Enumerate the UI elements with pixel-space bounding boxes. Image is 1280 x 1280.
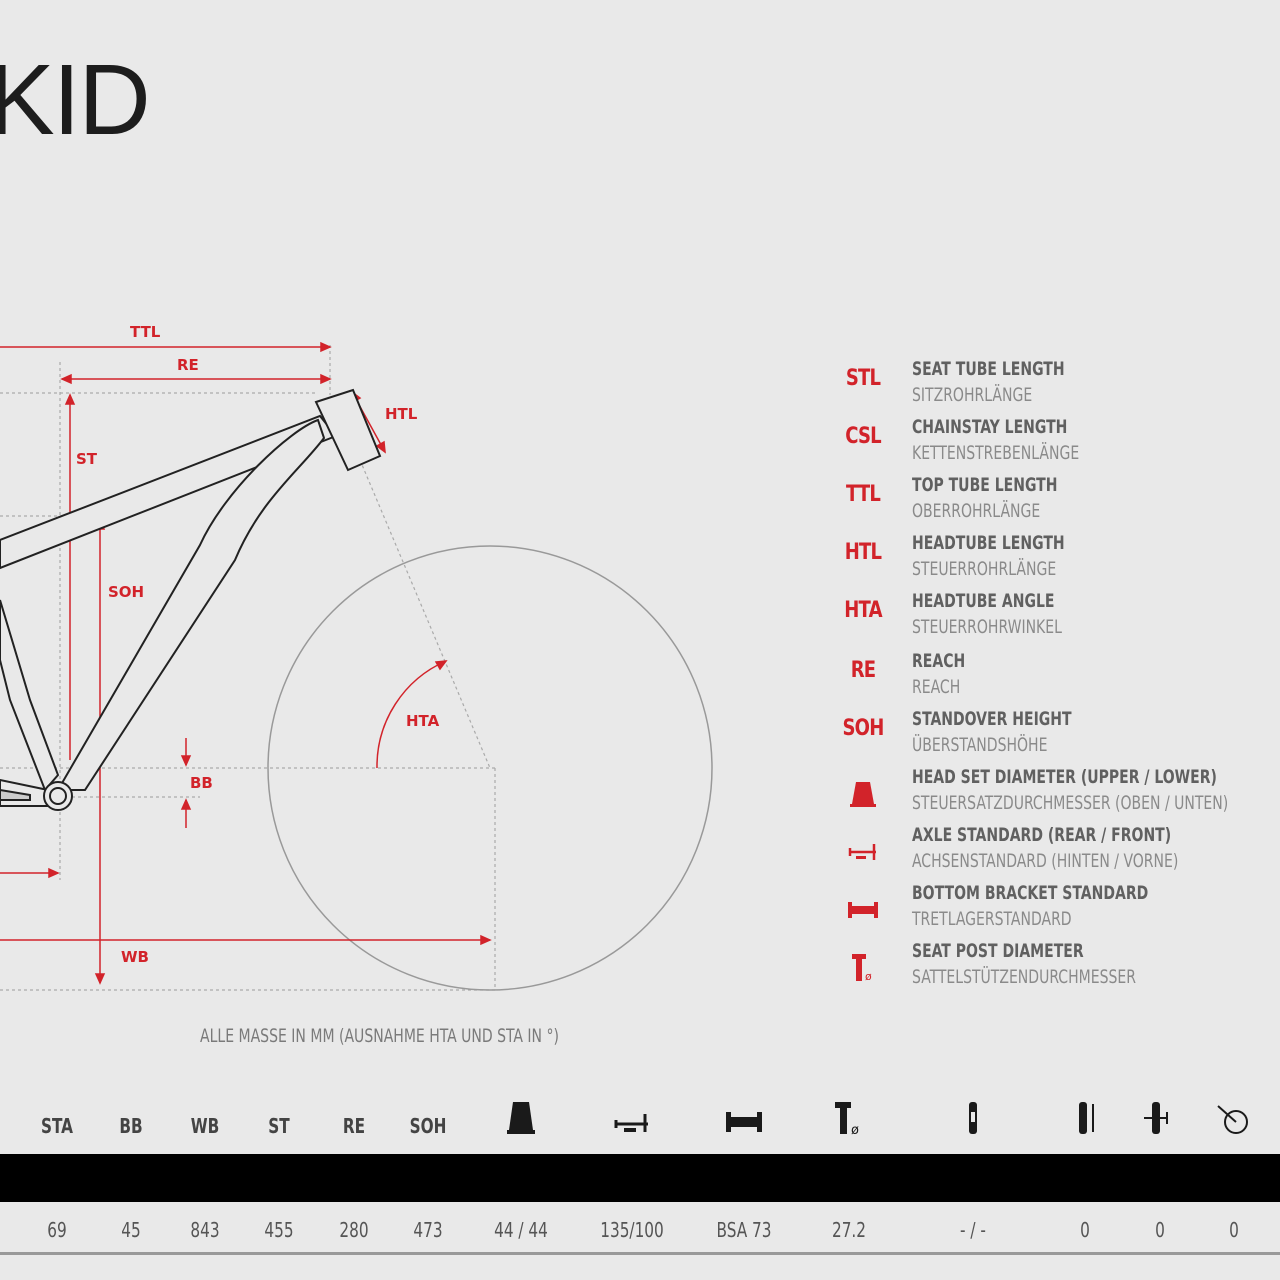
cell-re: 280 [339, 1218, 369, 1242]
legend-row-hta: HTA HEADTUBE ANGLE STEUERROHRWINKEL [832, 588, 1272, 646]
legend-row-headset: HEAD SET DIAMETER (UPPER / LOWER) STEUER… [832, 764, 1272, 822]
bottom-bracket-icon [726, 1112, 762, 1132]
legend-sub: OBERROHRLÄNGE [912, 500, 1041, 522]
legend-row-axle: AXLE STANDARD (REAR / FRONT) ACHSENSTAND… [832, 822, 1272, 880]
legend-row-stl: STL SEAT TUBE LENGTH SITZROHRLÄNGE [832, 356, 1272, 414]
fork-icon [969, 1102, 977, 1134]
col-st: ST [268, 1114, 290, 1138]
col-bb: BB [119, 1114, 143, 1138]
headset-icon [507, 1102, 535, 1134]
legend-name: CHAINSTAY LENGTH [912, 416, 1068, 438]
legend-code: TTL [845, 482, 881, 507]
col-sta: STA [41, 1114, 73, 1138]
axle-icon [848, 844, 876, 860]
legend-row-bb: BOTTOM BRACKET STANDARD TRETLAGERSTANDAR… [832, 880, 1272, 938]
cell-bb: 45 [121, 1218, 141, 1242]
col-soh: SOH [409, 1114, 447, 1138]
hta-label: HTA [406, 712, 440, 730]
legend-sub: SATTELSTÜTZENDURCHMESSER [912, 966, 1136, 988]
legend-sub: KETTENSTREBENLÄNGE [912, 442, 1080, 464]
legend-name: TOP TUBE LENGTH [912, 474, 1058, 496]
htl-label: HTL [385, 405, 418, 423]
legend-row-ttl: TTL TOP TUBE LENGTH OBERROHRLÄNGE [832, 472, 1272, 530]
cell-st: 455 [264, 1218, 294, 1242]
ttl-label: TTL [130, 323, 161, 341]
legend-code: HTA [844, 598, 882, 623]
legend-row-htl: HTL HEADTUBE LENGTH STEUERROHRLÄNGE [832, 530, 1272, 588]
cell-headset: 44 / 44 [494, 1218, 548, 1242]
wheel-size-icon [1217, 1105, 1248, 1134]
wb-label: WB [121, 948, 149, 966]
legend-name: HEADTUBE ANGLE [912, 590, 1055, 612]
legend-row-seatpost: ø SEAT POST DIAMETER SATTELSTÜTZENDURCHM… [832, 938, 1272, 996]
units-note: ALLE MASSE IN MM (AUSNAHME HTA UND STA I… [200, 1025, 559, 1047]
cell-rear-shock: 0 [1080, 1218, 1090, 1242]
st-label: ST [76, 450, 98, 468]
legend-name: STANDOVER HEIGHT [912, 708, 1072, 730]
legend-row-re: RE REACH REACH [832, 648, 1272, 706]
bb-label: BB [190, 774, 213, 792]
page-title: KID [0, 44, 151, 156]
axle-icon [614, 1114, 648, 1132]
legend-name: BOTTOM BRACKET STANDARD [912, 882, 1149, 904]
cell-axle: 135/100 [600, 1218, 664, 1242]
legend-sub: STEUERROHRWINKEL [912, 616, 1062, 638]
cell-wb: 843 [190, 1218, 220, 1242]
legend-name: AXLE STANDARD (REAR / FRONT) [912, 824, 1172, 846]
legend-sub: ÜBERSTANDSHÖHE [912, 734, 1048, 756]
cell-seatpost: 27.2 [831, 1218, 867, 1242]
legend-sub: SITZROHRLÄNGE [912, 384, 1033, 406]
legend-sub: ACHSENSTANDARD (HINTEN / VORNE) [912, 850, 1179, 872]
legend-name: HEADTUBE LENGTH [912, 532, 1065, 554]
cell-soh: 473 [413, 1218, 443, 1242]
cell-wheel-size: 0 [1229, 1218, 1239, 1242]
legend-sub: TRETLAGERSTANDARD [912, 908, 1072, 930]
bottom-bracket-icon [848, 902, 878, 918]
legend-row-csl: CSL CHAINSTAY LENGTH KETTENSTREBENLÄNGE [832, 414, 1272, 472]
legend-row-soh: SOH STANDOVER HEIGHT ÜBERSTANDSHÖHE [832, 706, 1272, 764]
cell-shock-travel: 0 [1155, 1218, 1165, 1242]
seatpost-icon: ø [852, 954, 872, 983]
legend-code: CSL [845, 424, 881, 449]
legend-name: HEAD SET DIAMETER (UPPER / LOWER) [912, 766, 1217, 788]
legend-code: SOH [842, 716, 885, 741]
table-divider-bar [0, 1154, 1280, 1202]
legend-name: REACH [912, 650, 966, 672]
shock-travel-icon [1144, 1102, 1168, 1134]
legend-sub: REACH [912, 676, 961, 698]
legend-name: SEAT POST DIAMETER [912, 940, 1084, 962]
rear-shock-icon [1079, 1102, 1094, 1134]
re-label: RE [177, 356, 199, 374]
cell-bottom-bracket: BSA 73 [716, 1218, 772, 1242]
cell-sta: 69 [47, 1218, 67, 1242]
headset-icon [850, 782, 876, 807]
col-re: RE [342, 1114, 366, 1138]
legend-code: HTL [844, 540, 882, 565]
svg-text:ø: ø [865, 970, 872, 983]
legend-code: STL [845, 366, 881, 391]
svg-text:ø: ø [851, 1123, 859, 1138]
table-row: 69 45 843 455 280 473 44 / 44 135/100 BS… [0, 1202, 1280, 1255]
soh-label: SOH [108, 583, 144, 601]
legend-code: RE [850, 658, 876, 683]
col-wb: WB [190, 1114, 220, 1138]
legend-sub: STEUERROHRLÄNGE [912, 558, 1057, 580]
seatpost-icon: ø [835, 1102, 859, 1138]
geometry-diagram: TTL RE HTL ST SOH HTA BB WB [0, 323, 713, 991]
legend-name: SEAT TUBE LENGTH [912, 358, 1065, 380]
table-header: STA BB WB ST RE SOH ø [0, 1098, 1280, 1154]
legend-sub: STEUERSATZDURCHMESSER (OBEN / UNTEN) [912, 792, 1229, 814]
cell-fork: - / - [960, 1218, 986, 1242]
